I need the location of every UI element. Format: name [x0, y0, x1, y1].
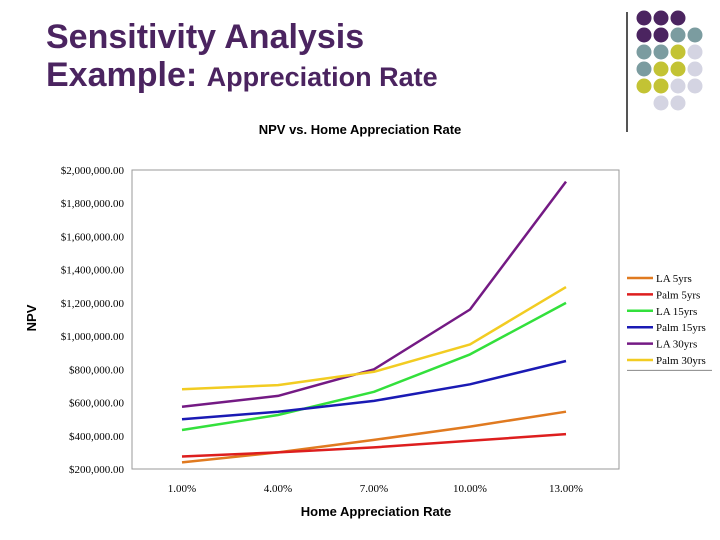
decorative-dot	[670, 61, 686, 77]
legend-label: Palm 30yrs	[656, 355, 706, 367]
decorative-dot	[653, 61, 669, 77]
y-tick-label: $2,000,000.00	[61, 165, 125, 177]
slide-title-subject: Appreciation Rate	[206, 62, 438, 92]
decorative-dot	[636, 10, 652, 26]
x-tick-label: 4.00%	[264, 483, 292, 495]
series-line	[181, 410, 567, 464]
slide-title: Sensitivity Analysis Example: Appreciati…	[46, 18, 438, 96]
decorative-dot	[653, 27, 669, 43]
legend-label: LA 15yrs	[656, 306, 697, 318]
decorative-dot	[687, 44, 703, 60]
decorative-dot	[636, 78, 652, 94]
y-tick-label: $200,000.00	[69, 464, 125, 476]
y-tick-label: $1,200,000.00	[61, 298, 125, 310]
decorative-divider	[626, 12, 628, 132]
x-tick-label: 10.00%	[453, 483, 487, 495]
y-tick-label: $400,000.00	[69, 431, 125, 443]
decorative-dot	[653, 10, 669, 26]
x-tick-label: 1.00%	[168, 483, 196, 495]
y-axis-title: NPV	[24, 304, 39, 331]
decorative-dot	[636, 61, 652, 77]
decorative-dot	[670, 95, 686, 111]
y-tick-label: $1,000,000.00	[61, 331, 125, 343]
decorative-dot	[687, 78, 703, 94]
legend-label: Palm 15yrs	[656, 322, 706, 334]
x-tick-label: 7.00%	[360, 483, 388, 495]
decorative-dot	[653, 78, 669, 94]
legend-label: LA 5yrs	[656, 273, 692, 285]
decorative-dot	[636, 27, 652, 43]
chart-title: NPV vs. Home Appreciation Rate	[259, 122, 462, 137]
decorative-dot-grid	[636, 10, 703, 111]
x-tick-label: 13.00%	[549, 483, 583, 495]
y-tick-label: $800,000.00	[69, 364, 125, 376]
y-tick-label: $1,600,000.00	[61, 231, 125, 243]
series-line	[181, 286, 567, 391]
decorative-dot	[653, 95, 669, 111]
decorative-dot	[670, 78, 686, 94]
slide-title-line1: Sensitivity Analysis	[46, 18, 365, 56]
decorative-dot	[636, 44, 652, 60]
y-tick-label: $600,000.00	[69, 398, 125, 410]
plot-area	[131, 169, 620, 470]
decorative-dot	[687, 27, 703, 43]
slide-title-line2: Example: Appreciation Rate	[46, 56, 438, 96]
legend-label: Palm 5yrs	[656, 289, 700, 301]
series-line	[181, 180, 567, 408]
series-line	[181, 359, 567, 421]
series-line	[181, 432, 567, 458]
series-line	[181, 301, 567, 432]
decorative-dot	[670, 27, 686, 43]
decorative-dot	[653, 44, 669, 60]
decorative-dot	[687, 61, 703, 77]
x-axis-title: Home Appreciation Rate	[301, 504, 452, 519]
legend-label: LA 30yrs	[656, 339, 697, 351]
slide-title-example: Example:	[46, 56, 198, 94]
y-tick-label: $1,800,000.00	[61, 198, 125, 210]
y-tick-label: $1,400,000.00	[61, 265, 125, 277]
decorative-dot	[670, 44, 686, 60]
decorative-dot	[670, 10, 686, 26]
